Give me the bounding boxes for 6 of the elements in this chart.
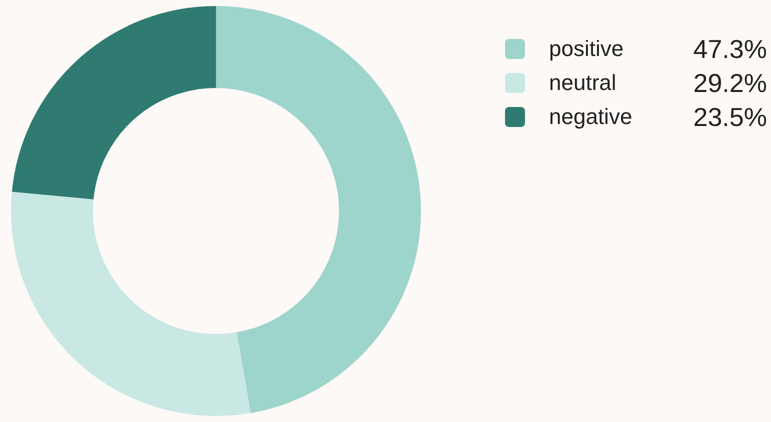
data-label: 23.5%: [693, 102, 767, 132]
legend-label: neutral: [549, 70, 618, 96]
legend-label: positive: [549, 36, 625, 62]
data-label: 29.2%: [693, 68, 767, 98]
data-label: 47.3%: [693, 34, 767, 64]
legend-label: negative: [549, 104, 634, 130]
